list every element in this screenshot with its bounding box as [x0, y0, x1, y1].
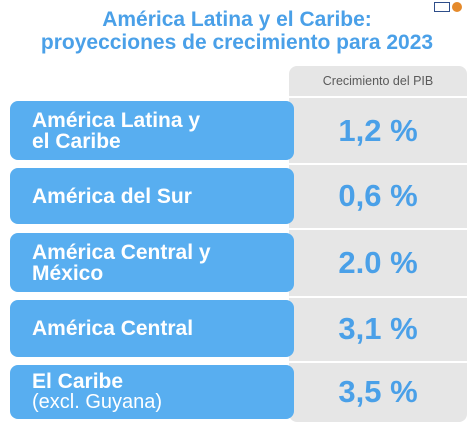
- growth-value-caribbean: 3,5 %: [338, 374, 418, 409]
- column-header-gdp-growth: Crecimiento del PIB: [322, 74, 434, 88]
- logo-box-shape: [434, 2, 450, 12]
- row-divider: [289, 228, 467, 230]
- title-line-1: América Latina y el Caribe:: [102, 8, 372, 31]
- region-label-line-1: América Central y: [32, 240, 211, 264]
- region-label-line-2: (excl. Guyana): [32, 391, 163, 413]
- title-line-2: proyecciones de crecimiento para 2023: [40, 31, 434, 54]
- region-label-south-america: América del Sur: [10, 168, 294, 224]
- region-label-line-2: México: [32, 261, 104, 285]
- growth-value-central-america-mexico: 2.0 %: [338, 244, 418, 280]
- growth-value-latin-america-caribbean: 1,2 %: [338, 112, 418, 148]
- row-divider: [289, 163, 467, 165]
- region-label-line-1: El Caribe: [32, 370, 124, 393]
- header-divider: [289, 96, 467, 98]
- region-label-line-1: América Latina y: [32, 108, 201, 132]
- region-label-caribbean: El Caribe (excl. Guyana): [10, 365, 294, 419]
- region-label-line-2: el Caribe: [32, 129, 121, 153]
- row-divider: [289, 296, 467, 298]
- region-label-central-america: América Central: [10, 300, 294, 357]
- page-title: América Latina y el Caribe: proyecciones…: [0, 8, 474, 54]
- region-label-latin-america-caribbean: América Latina y el Caribe: [10, 101, 294, 160]
- logo-dot-shape: [452, 2, 462, 12]
- growth-value-south-america: 0,6 %: [338, 178, 418, 213]
- row-divider: [289, 361, 467, 363]
- region-label-line-1: América del Sur: [32, 184, 192, 208]
- region-label-central-america-mexico: América Central y México: [10, 233, 294, 292]
- growth-value-central-america: 3,1 %: [338, 310, 418, 346]
- region-label-line-1: América Central: [32, 317, 194, 340]
- organization-logo-icon: [434, 0, 470, 14]
